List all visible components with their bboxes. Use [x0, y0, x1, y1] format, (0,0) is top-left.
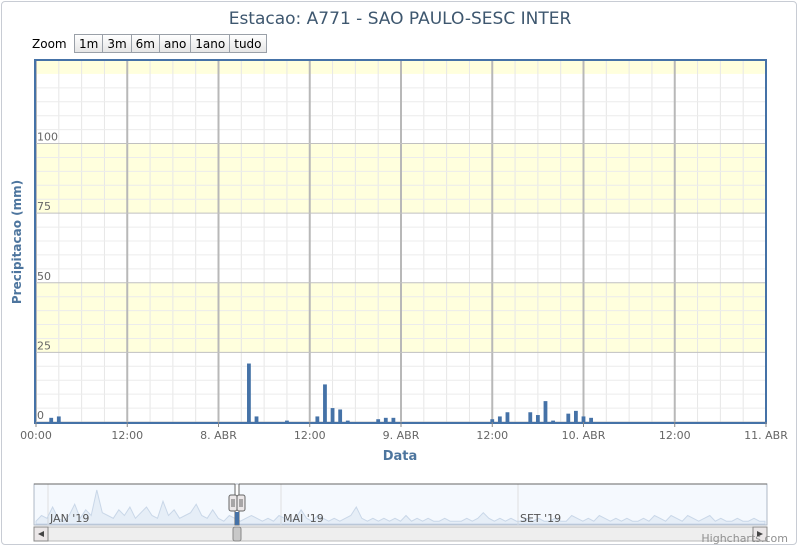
scroll-right-arrow-icon: [757, 531, 763, 537]
navigator-labels: JAN '19 MAI '19 SET '19: [49, 512, 561, 525]
bar: [247, 363, 251, 422]
zoom-1m-button[interactable]: 1m: [74, 34, 103, 53]
y-tick-label: 100: [37, 131, 58, 144]
bar: [49, 417, 54, 422]
navigator-mask-left: [34, 484, 235, 525]
navigator-selected-range: [235, 512, 239, 525]
zoom-6m-button[interactable]: 6m: [130, 34, 159, 53]
bar: [543, 401, 548, 422]
bar: [330, 408, 335, 422]
scroll-left-arrow-icon: [38, 531, 44, 537]
x-tick-label: 12:00: [294, 429, 326, 442]
zoom-label: Zoom: [32, 37, 67, 51]
zoom-1ano-button[interactable]: 1ano: [190, 34, 230, 53]
y-tick-label: 75: [37, 200, 51, 213]
navigator-handle-right[interactable]: [236, 494, 246, 512]
bar: [497, 416, 502, 422]
y-axis: 0 25 50 75 100: [37, 131, 58, 422]
zoom-3m-button[interactable]: 3m: [102, 34, 131, 53]
bar: [285, 420, 289, 422]
x-tick-label: 10. ABR: [562, 429, 606, 442]
x-tick-label: 12:00: [659, 429, 691, 442]
bar: [566, 413, 571, 422]
navigator-series: [35, 489, 766, 525]
zoom-tudo-button[interactable]: tudo: [229, 34, 267, 53]
x-tick-label: 12:00: [111, 429, 143, 442]
x-tick-label: 8. ABR: [200, 429, 237, 442]
bar: [535, 415, 540, 422]
bar: [589, 417, 594, 422]
chart-title: Estacao: A771 - SAO PAULO-SESC INTER: [228, 9, 572, 29]
y-tick-label: 25: [37, 339, 51, 352]
x-tick-label: 00:00: [20, 429, 52, 442]
x-axis-title: Data: [383, 449, 418, 464]
x-tick-label: 11. ABR: [744, 429, 788, 442]
bar: [376, 419, 381, 422]
navigator[interactable]: JAN '19 MAI '19 SET '19: [33, 483, 768, 526]
x-tick-label: 12:00: [476, 429, 508, 442]
navigator-scrollbar[interactable]: [33, 526, 768, 542]
navigator-label-mai: MAI '19: [283, 512, 324, 525]
scrollbar-thumb[interactable]: [232, 526, 242, 542]
bar: [345, 420, 350, 422]
bar: [315, 416, 320, 422]
bar: [528, 412, 533, 422]
y-axis-title: Precipitacao (mm): [10, 180, 24, 304]
y-tick-label: 0: [37, 409, 44, 422]
bar: [56, 416, 61, 422]
x-tick-label: 9. ABR: [383, 429, 420, 442]
bar: [490, 419, 495, 422]
y-tick-label: 50: [37, 270, 51, 283]
zoom-ano-button[interactable]: ano: [158, 34, 191, 53]
bar: [254, 416, 259, 422]
navigator-label-jan: JAN '19: [49, 512, 89, 525]
bar: [551, 420, 555, 422]
zoom-buttons: 1m 3m 6m ano 1ano tudo: [74, 34, 267, 53]
x-axis: 00:00 12:00 8. ABR 12:00 9. ABR 12:00 10. ABR 1…: [20, 422, 788, 442]
highcharts-credit[interactable]: Highcharts.com: [701, 532, 788, 545]
bar: [383, 417, 388, 422]
scrollbar-track[interactable]: [33, 526, 768, 542]
bar: [573, 410, 578, 422]
bar: [338, 409, 343, 422]
bar: [323, 384, 327, 422]
navigator-handle-left[interactable]: [228, 494, 238, 512]
bar-series: [49, 363, 594, 422]
navigator-label-set: SET '19: [520, 512, 561, 525]
bar: [581, 416, 586, 422]
navigator-mask-right: [239, 484, 767, 525]
bar: [391, 417, 396, 422]
bar: [505, 412, 510, 422]
navigator-grid: [47, 484, 519, 525]
